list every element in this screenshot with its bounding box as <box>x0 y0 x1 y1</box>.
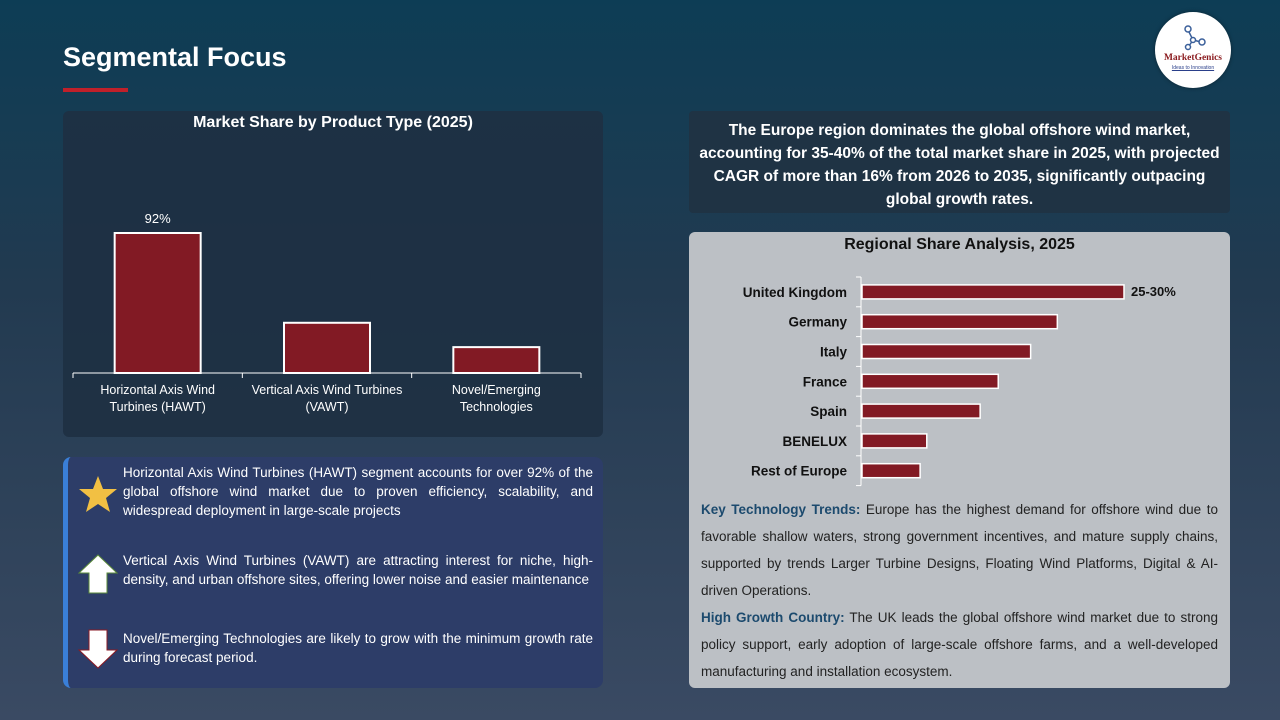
bar <box>861 313 1059 330</box>
logo-name: MarketGenics <box>1163 53 1223 63</box>
y-tick-label: Italy <box>820 345 848 360</box>
bar <box>452 346 541 374</box>
y-tick-label: Spain <box>810 404 847 419</box>
growth-body: The UK leads the global offshore wind ma… <box>701 610 1218 679</box>
x-tick-label: Vertical Axis Wind Turbines (VAWT) <box>252 383 403 414</box>
product-type-chart-panel: Market Share by Product Type (2025) 92% H… <box>63 111 603 437</box>
arrow-down-icon <box>78 629 118 669</box>
y-tick-label: BENELUX <box>782 434 847 449</box>
chart-title: Regional Share Analysis, 2025 <box>844 236 1075 253</box>
title-underline <box>63 88 128 92</box>
growth-label: High Growth Country: <box>701 610 845 625</box>
bar <box>283 321 371 374</box>
bar <box>861 462 921 479</box>
bar <box>861 433 928 449</box>
trends-text: Key Technology Trends: Europe has the hi… <box>701 496 1218 685</box>
product-type-bar-chart: 92% Horizontal Axis Wind Turbines (HAWT) Ve… <box>72 211 582 414</box>
y-tick-label: United Kingdom <box>743 285 847 300</box>
logo: MarketGenics Ideas to Innovation <box>1155 12 1231 88</box>
x-tick-label: Novel/Emerging Technologies <box>452 383 541 414</box>
bar <box>861 373 999 390</box>
y-tick-label: Rest of Europe <box>751 464 848 479</box>
bar <box>861 403 981 419</box>
bar <box>861 343 1032 360</box>
bar <box>861 284 1125 300</box>
regional-panel: Regional Share Analysis, 2025 United Kin… <box>689 232 1230 688</box>
chart-title: Market Share by Product Type (2025) <box>193 114 473 131</box>
regional-bar-chart: United Kingdom 25-30% Germany Italy France Sp… <box>743 276 1176 487</box>
insights-panel: Horizontal Axis Wind Turbines (HAWT) seg… <box>63 457 603 688</box>
insight-item: Horizontal Axis Wind Turbines (HAWT) seg… <box>123 465 593 518</box>
trends-body: Europe has the highest demand for offsho… <box>701 502 1218 598</box>
trends-label: Key Technology Trends: <box>701 502 861 517</box>
data-label: 25-30% <box>1131 284 1176 299</box>
bar <box>113 232 202 374</box>
arrow-up-icon <box>78 554 118 594</box>
data-label: 92% <box>145 211 171 226</box>
y-tick-label: Germany <box>788 315 847 330</box>
insight-item: Novel/Emerging Technologies are likely t… <box>123 631 593 665</box>
page-title: Segmental Focus <box>63 42 287 72</box>
summary-text: The Europe region dominates the global o… <box>689 111 1230 213</box>
star-icon <box>79 476 117 512</box>
y-tick-label: France <box>803 374 848 389</box>
molecule-icon <box>1184 25 1206 51</box>
insight-item: Vertical Axis Wind Turbines (VAWT) are a… <box>123 553 593 587</box>
logo-tagline: Ideas to Innovation <box>1171 65 1215 71</box>
x-tick-label: Horizontal Axis Wind Turbines (HAWT) <box>100 383 215 414</box>
